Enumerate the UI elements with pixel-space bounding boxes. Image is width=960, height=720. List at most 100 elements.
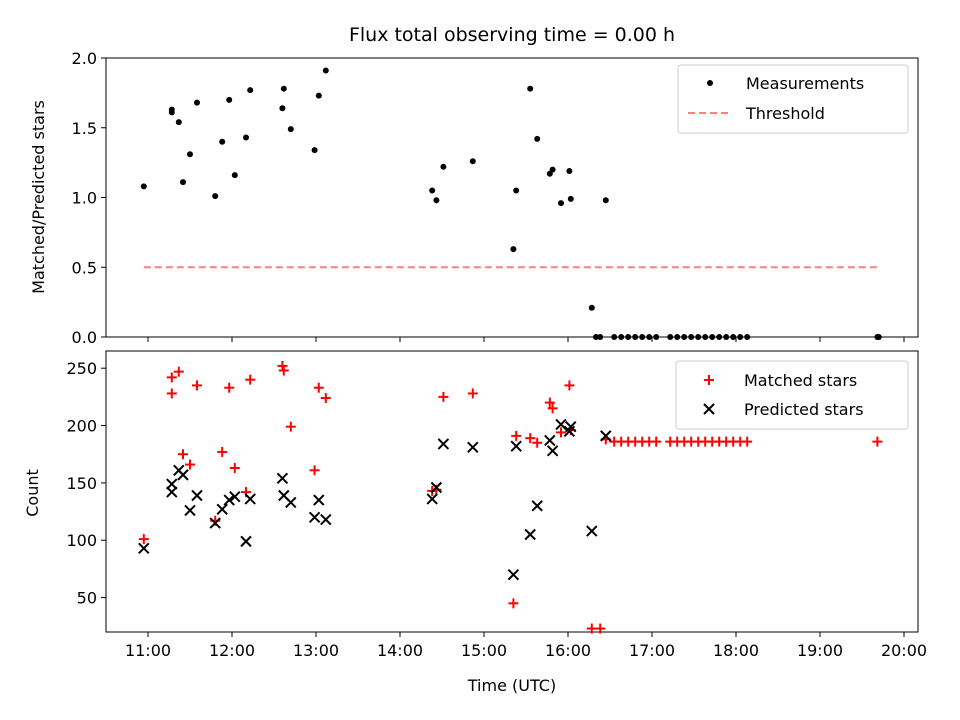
top-y-tick-label: 1.5	[72, 119, 97, 138]
matched-star-point	[544, 397, 555, 408]
legend-matched-marker	[704, 375, 714, 385]
bottom-y-axis-label: Count	[23, 469, 42, 517]
measurement-point	[597, 334, 604, 340]
matched-star-point	[651, 436, 662, 447]
measurement-point	[140, 183, 147, 190]
measurement-point	[646, 334, 653, 340]
measurement-point	[247, 87, 254, 94]
predicted-star-point	[524, 528, 536, 541]
top-legend: Measurements Threshold	[677, 64, 909, 134]
legend-measurements-marker	[707, 80, 713, 86]
bottom-panel: 50 100 150 200 250 11:00 12:00 13:00 14:00 15:00 1…	[66, 350, 927, 660]
measurement-point	[168, 109, 175, 116]
predicted-star-point	[240, 535, 252, 548]
predicted-star-point	[430, 481, 443, 494]
predicted-star-point	[467, 441, 479, 454]
matched-star-point	[320, 393, 331, 404]
measurement-point	[311, 147, 318, 154]
matched-star-point	[217, 446, 228, 457]
matched-star-point	[192, 380, 202, 391]
predicted-star-point	[546, 445, 559, 457]
matched-star-point	[178, 449, 188, 460]
matched-star-point	[511, 430, 522, 441]
top-y-axis-label: Matched/Predicted stars	[29, 100, 48, 294]
predicted-star-point	[216, 503, 228, 515]
measurement-point	[674, 334, 681, 340]
predicted-star-point	[138, 542, 150, 554]
bottom-x-tick-label: 15:00	[461, 641, 507, 660]
top-series-measurements	[140, 67, 882, 340]
bottom-x-tick-label: 11:00	[125, 641, 171, 660]
bottom-x-tick-label: 12:00	[209, 641, 255, 660]
measurement-point	[702, 334, 709, 340]
predicted-star-point	[565, 420, 577, 433]
measurement-point	[194, 99, 200, 106]
measurement-point	[279, 105, 286, 112]
bottom-x-tick-label: 20:00	[881, 641, 927, 660]
measurement-point	[287, 126, 294, 133]
measurement-point	[226, 96, 233, 103]
bottom-y-tick-label: 250	[66, 359, 97, 378]
measurement-point	[593, 334, 599, 340]
measurement-point	[566, 167, 573, 174]
measurement-point	[175, 119, 182, 126]
predicted-star-point	[586, 525, 598, 537]
legend-matched-label: Matched stars	[744, 371, 857, 390]
measurement-point	[231, 172, 238, 179]
measurement-point	[632, 334, 639, 340]
bottom-x-tick-label: 19:00	[797, 641, 843, 660]
matched-star-point	[547, 403, 558, 414]
measurement-point	[429, 187, 436, 194]
matched-star-point	[229, 462, 240, 473]
predicted-star-point	[166, 486, 178, 498]
predicted-star-point	[276, 472, 289, 485]
predicted-star-point	[285, 496, 297, 509]
matched-star-point	[586, 623, 597, 634]
measurement-point	[723, 334, 730, 340]
measurement-point	[737, 334, 744, 340]
matched-star-point	[872, 436, 883, 447]
matched-star-point	[313, 382, 324, 393]
predicted-star-point	[507, 568, 520, 581]
measurement-point	[187, 151, 193, 158]
measurement-point	[433, 197, 440, 204]
predicted-star-point	[437, 438, 450, 450]
measurement-point	[618, 334, 625, 340]
top-y-tick-label: 0.0	[72, 328, 97, 347]
measurement-point	[730, 334, 737, 340]
measurement-point	[602, 197, 609, 204]
bottom-y-tick-label: 200	[66, 417, 97, 436]
matched-star-point	[278, 365, 289, 376]
matched-star-point	[285, 421, 296, 432]
matched-star-point	[173, 366, 184, 377]
measurement-point	[469, 158, 476, 165]
bottom-y-tick-label: 50	[77, 589, 97, 608]
predicted-star-point	[229, 490, 241, 503]
predicted-star-point	[244, 493, 256, 505]
bottom-legend-box	[675, 360, 909, 430]
top-y-tick-label: 1.0	[72, 189, 97, 208]
measurement-point	[219, 138, 226, 145]
matched-star-point	[438, 391, 449, 402]
top-y-tick-label: 0.5	[72, 258, 97, 277]
predicted-star-point	[223, 494, 235, 506]
measurement-point	[681, 334, 688, 340]
measurement-point	[567, 195, 574, 202]
matched-star-point	[564, 380, 575, 391]
legend-predicted-marker	[703, 403, 715, 415]
measurement-point	[212, 193, 219, 200]
measurement-point	[510, 246, 517, 253]
measurement-point	[549, 166, 556, 173]
matched-star-point	[508, 598, 519, 609]
measurement-point	[716, 334, 723, 340]
predicted-star-point	[209, 517, 221, 529]
matched-star-point	[138, 534, 149, 545]
measurement-point	[315, 92, 322, 99]
bottom-y-tick-label: 150	[66, 474, 97, 493]
bottom-axes-frame	[105, 350, 919, 633]
measurement-point	[527, 85, 534, 92]
measurement-point	[513, 187, 520, 194]
measurement-point	[440, 163, 447, 170]
measurement-point	[695, 334, 702, 340]
bottom-x-tick-label: 18:00	[713, 641, 759, 660]
